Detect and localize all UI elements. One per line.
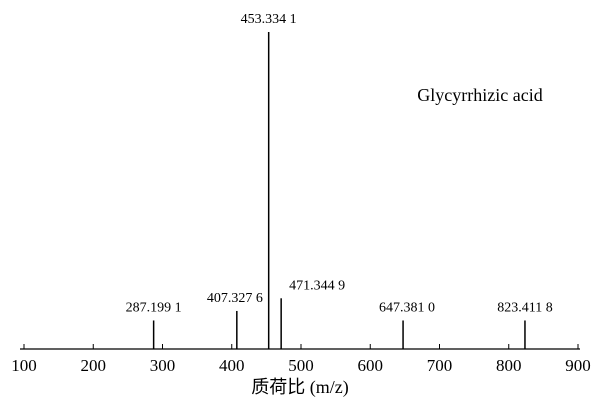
peak-label: 287.199 1 (126, 301, 182, 316)
peak-label: 407.327 6 (207, 291, 263, 306)
x-tick-label: 700 (427, 356, 453, 375)
x-tick-label: 900 (565, 356, 591, 375)
x-tick-label: 300 (150, 356, 176, 375)
x-axis-label: 质荷比 (m/z) (251, 377, 348, 398)
x-tick-label: 200 (81, 356, 107, 375)
peak-label: 823.411 8 (497, 301, 552, 316)
x-tick-label: 600 (358, 356, 384, 375)
x-tick-label: 400 (219, 356, 245, 375)
x-tick-label: 100 (11, 356, 37, 375)
x-tick-label: 500 (288, 356, 314, 375)
annotation: Glycyrrhizic acid (417, 85, 542, 105)
x-tick-label: 800 (496, 356, 522, 375)
peak-label: 453.334 1 (241, 12, 297, 27)
peak-label: 647.381 0 (379, 301, 435, 316)
peak-label: 471.344 9 (289, 278, 345, 293)
